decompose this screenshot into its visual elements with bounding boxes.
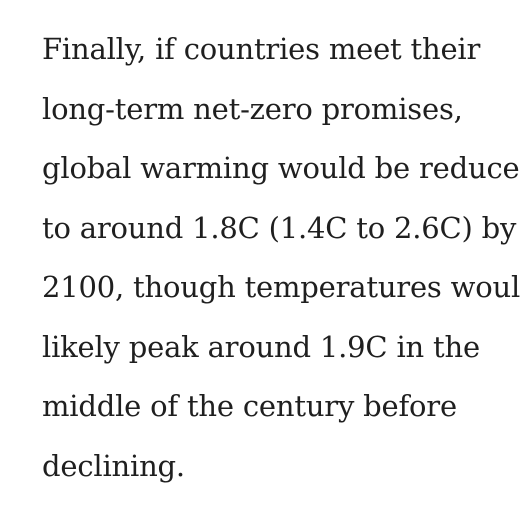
- paragraph-line-3: global warming would be reduced: [42, 151, 520, 185]
- paragraph-line-8: declining.: [42, 448, 185, 483]
- paragraph-line-2: long-term net-zero promises,: [42, 91, 463, 126]
- paragraph-line-4: to around 1.8C (1.4C to 2.6C) by: [42, 210, 517, 245]
- article-paragraph: Finally, if countries meet their long-te…: [42, 20, 520, 496]
- paragraph-line-7: middle of the century before: [42, 389, 457, 423]
- paragraph-line-1: Finally, if countries meet their: [42, 32, 481, 66]
- paragraph-line-6: likely peak around 1.9C in the: [42, 329, 480, 364]
- paragraph-line-5: 2100, though temperatures would: [42, 270, 520, 304]
